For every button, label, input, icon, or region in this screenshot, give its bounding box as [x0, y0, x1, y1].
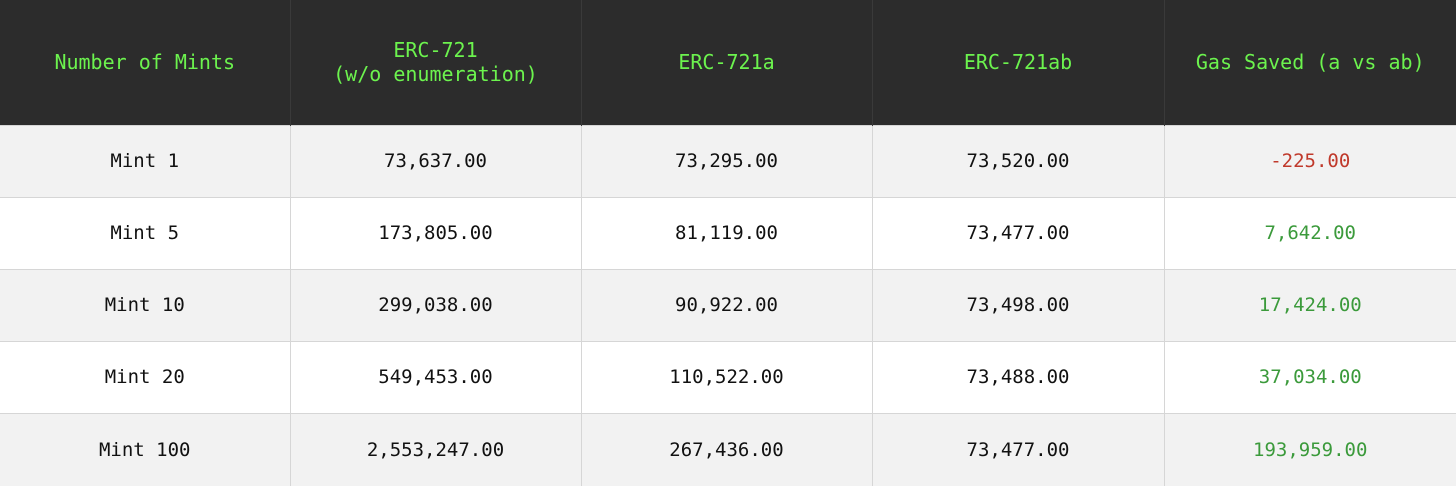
- table-row: Mint 5 173,805.00 81,119.00 73,477.00 7,…: [0, 196, 1456, 269]
- table-row: Mint 20 549,453.00 110,522.00 73,488.00 …: [0, 340, 1456, 413]
- column-header-number-of-mints: Number of Mints: [0, 0, 291, 125]
- cell-mint-count: Mint 20: [0, 340, 291, 413]
- column-header-erc721ab: ERC-721ab: [872, 0, 1165, 125]
- cell-erc721ab: 73,498.00: [872, 268, 1165, 341]
- cell-erc721: 2,553,247.00: [290, 412, 582, 486]
- cell-mint-count: Mint 5: [0, 196, 291, 269]
- table-row: Mint 100 2,553,247.00 267,436.00 73,477.…: [0, 412, 1456, 486]
- cell-gas-saved: -225.00: [1164, 124, 1456, 197]
- cell-erc721ab: 73,477.00: [872, 412, 1165, 486]
- cell-erc721: 73,637.00: [290, 124, 582, 197]
- cell-mint-count: Mint 10: [0, 268, 291, 341]
- table-body: Mint 1 73,637.00 73,295.00 73,520.00 -22…: [0, 124, 1456, 486]
- cell-gas-saved: 37,034.00: [1164, 340, 1456, 413]
- cell-gas-saved: 7,642.00: [1164, 196, 1456, 269]
- cell-mint-count: Mint 100: [0, 412, 291, 486]
- cell-gas-saved: 17,424.00: [1164, 268, 1456, 341]
- cell-erc721a: 81,119.00: [581, 196, 873, 269]
- cell-erc721: 173,805.00: [290, 196, 582, 269]
- table-row: Mint 1 73,637.00 73,295.00 73,520.00 -22…: [0, 124, 1456, 197]
- table-header: Number of Mints ERC-721 (w/o enumeration…: [0, 0, 1456, 125]
- cell-gas-saved: 193,959.00: [1164, 412, 1456, 486]
- cell-erc721: 549,453.00: [290, 340, 582, 413]
- column-header-gas-saved: Gas Saved (a vs ab): [1195, 50, 1425, 75]
- cell-erc721a: 110,522.00: [581, 340, 873, 413]
- header-row: Number of Mints ERC-721 (w/o enumeration…: [0, 0, 1456, 125]
- cell-erc721a: 90,922.00: [581, 268, 873, 341]
- cell-mint-count: Mint 1: [0, 124, 291, 197]
- cell-erc721a: 267,436.00: [581, 412, 873, 486]
- cell-erc721ab: 73,477.00: [872, 196, 1165, 269]
- cell-erc721ab: 73,520.00: [872, 124, 1165, 197]
- table-row: Mint 10 299,038.00 90,922.00 73,498.00 1…: [0, 268, 1456, 341]
- cell-erc721: 299,038.00: [290, 268, 582, 341]
- cell-erc721ab: 73,488.00: [872, 340, 1165, 413]
- column-header-erc721a: ERC-721a: [581, 0, 873, 125]
- cell-erc721a: 73,295.00: [581, 124, 873, 197]
- column-header-erc721: ERC-721 (w/o enumeration): [290, 0, 582, 125]
